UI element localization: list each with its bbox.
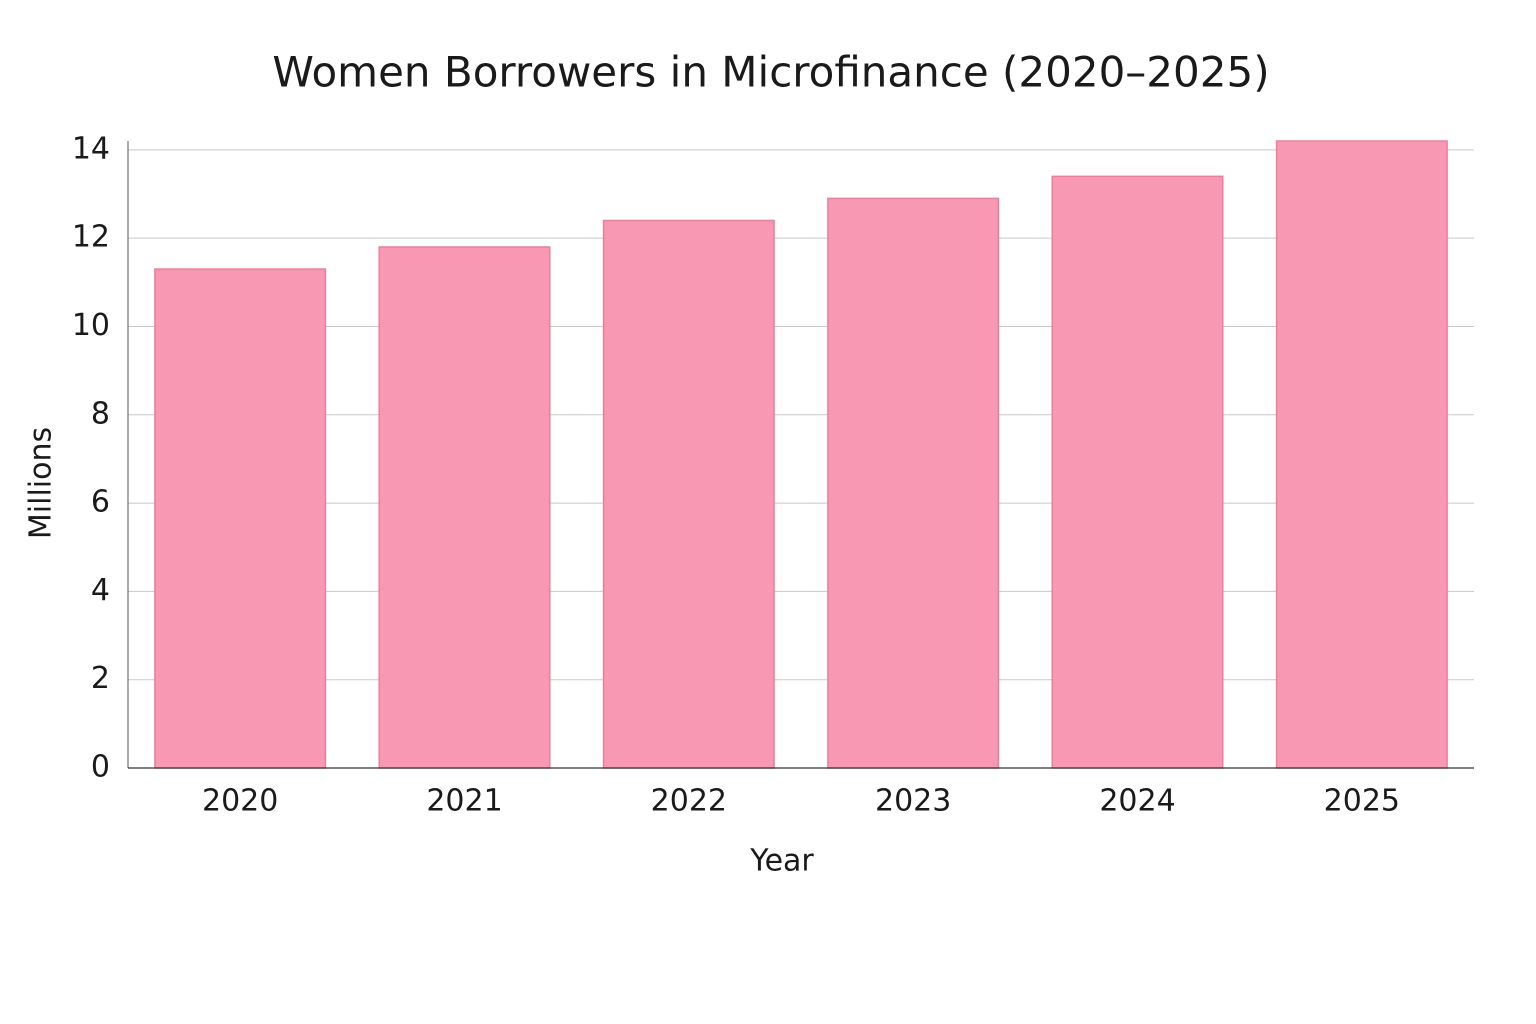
y-tick-label: 8	[91, 396, 110, 431]
y-tick-label: 0	[91, 750, 110, 785]
chart-title: Women Borrowers in Microfinance (2020–20…	[272, 48, 1269, 97]
x-tick-label: 2020	[202, 784, 278, 819]
bar	[154, 268, 327, 769]
bar	[827, 197, 1000, 769]
bar	[378, 246, 551, 769]
x-tick-label: 2023	[875, 784, 951, 819]
x-tick-label: 2022	[651, 784, 727, 819]
y-tick-label: 10	[72, 308, 110, 343]
x-tick-label: 2024	[1099, 784, 1175, 819]
x-axis-label: Year	[749, 844, 814, 879]
y-axis-label: Millions	[24, 427, 59, 539]
bar	[602, 219, 775, 769]
y-tick-label: 4	[91, 573, 110, 608]
bar	[1275, 140, 1448, 769]
y-tick-label: 12	[72, 220, 110, 255]
y-tick-label: 14	[72, 131, 110, 166]
y-tick-label: 2	[91, 661, 110, 696]
y-tick-label: 6	[91, 485, 110, 520]
x-tick-label: 2025	[1324, 784, 1400, 819]
bar	[1051, 175, 1224, 769]
x-tick-label: 2021	[426, 784, 502, 819]
